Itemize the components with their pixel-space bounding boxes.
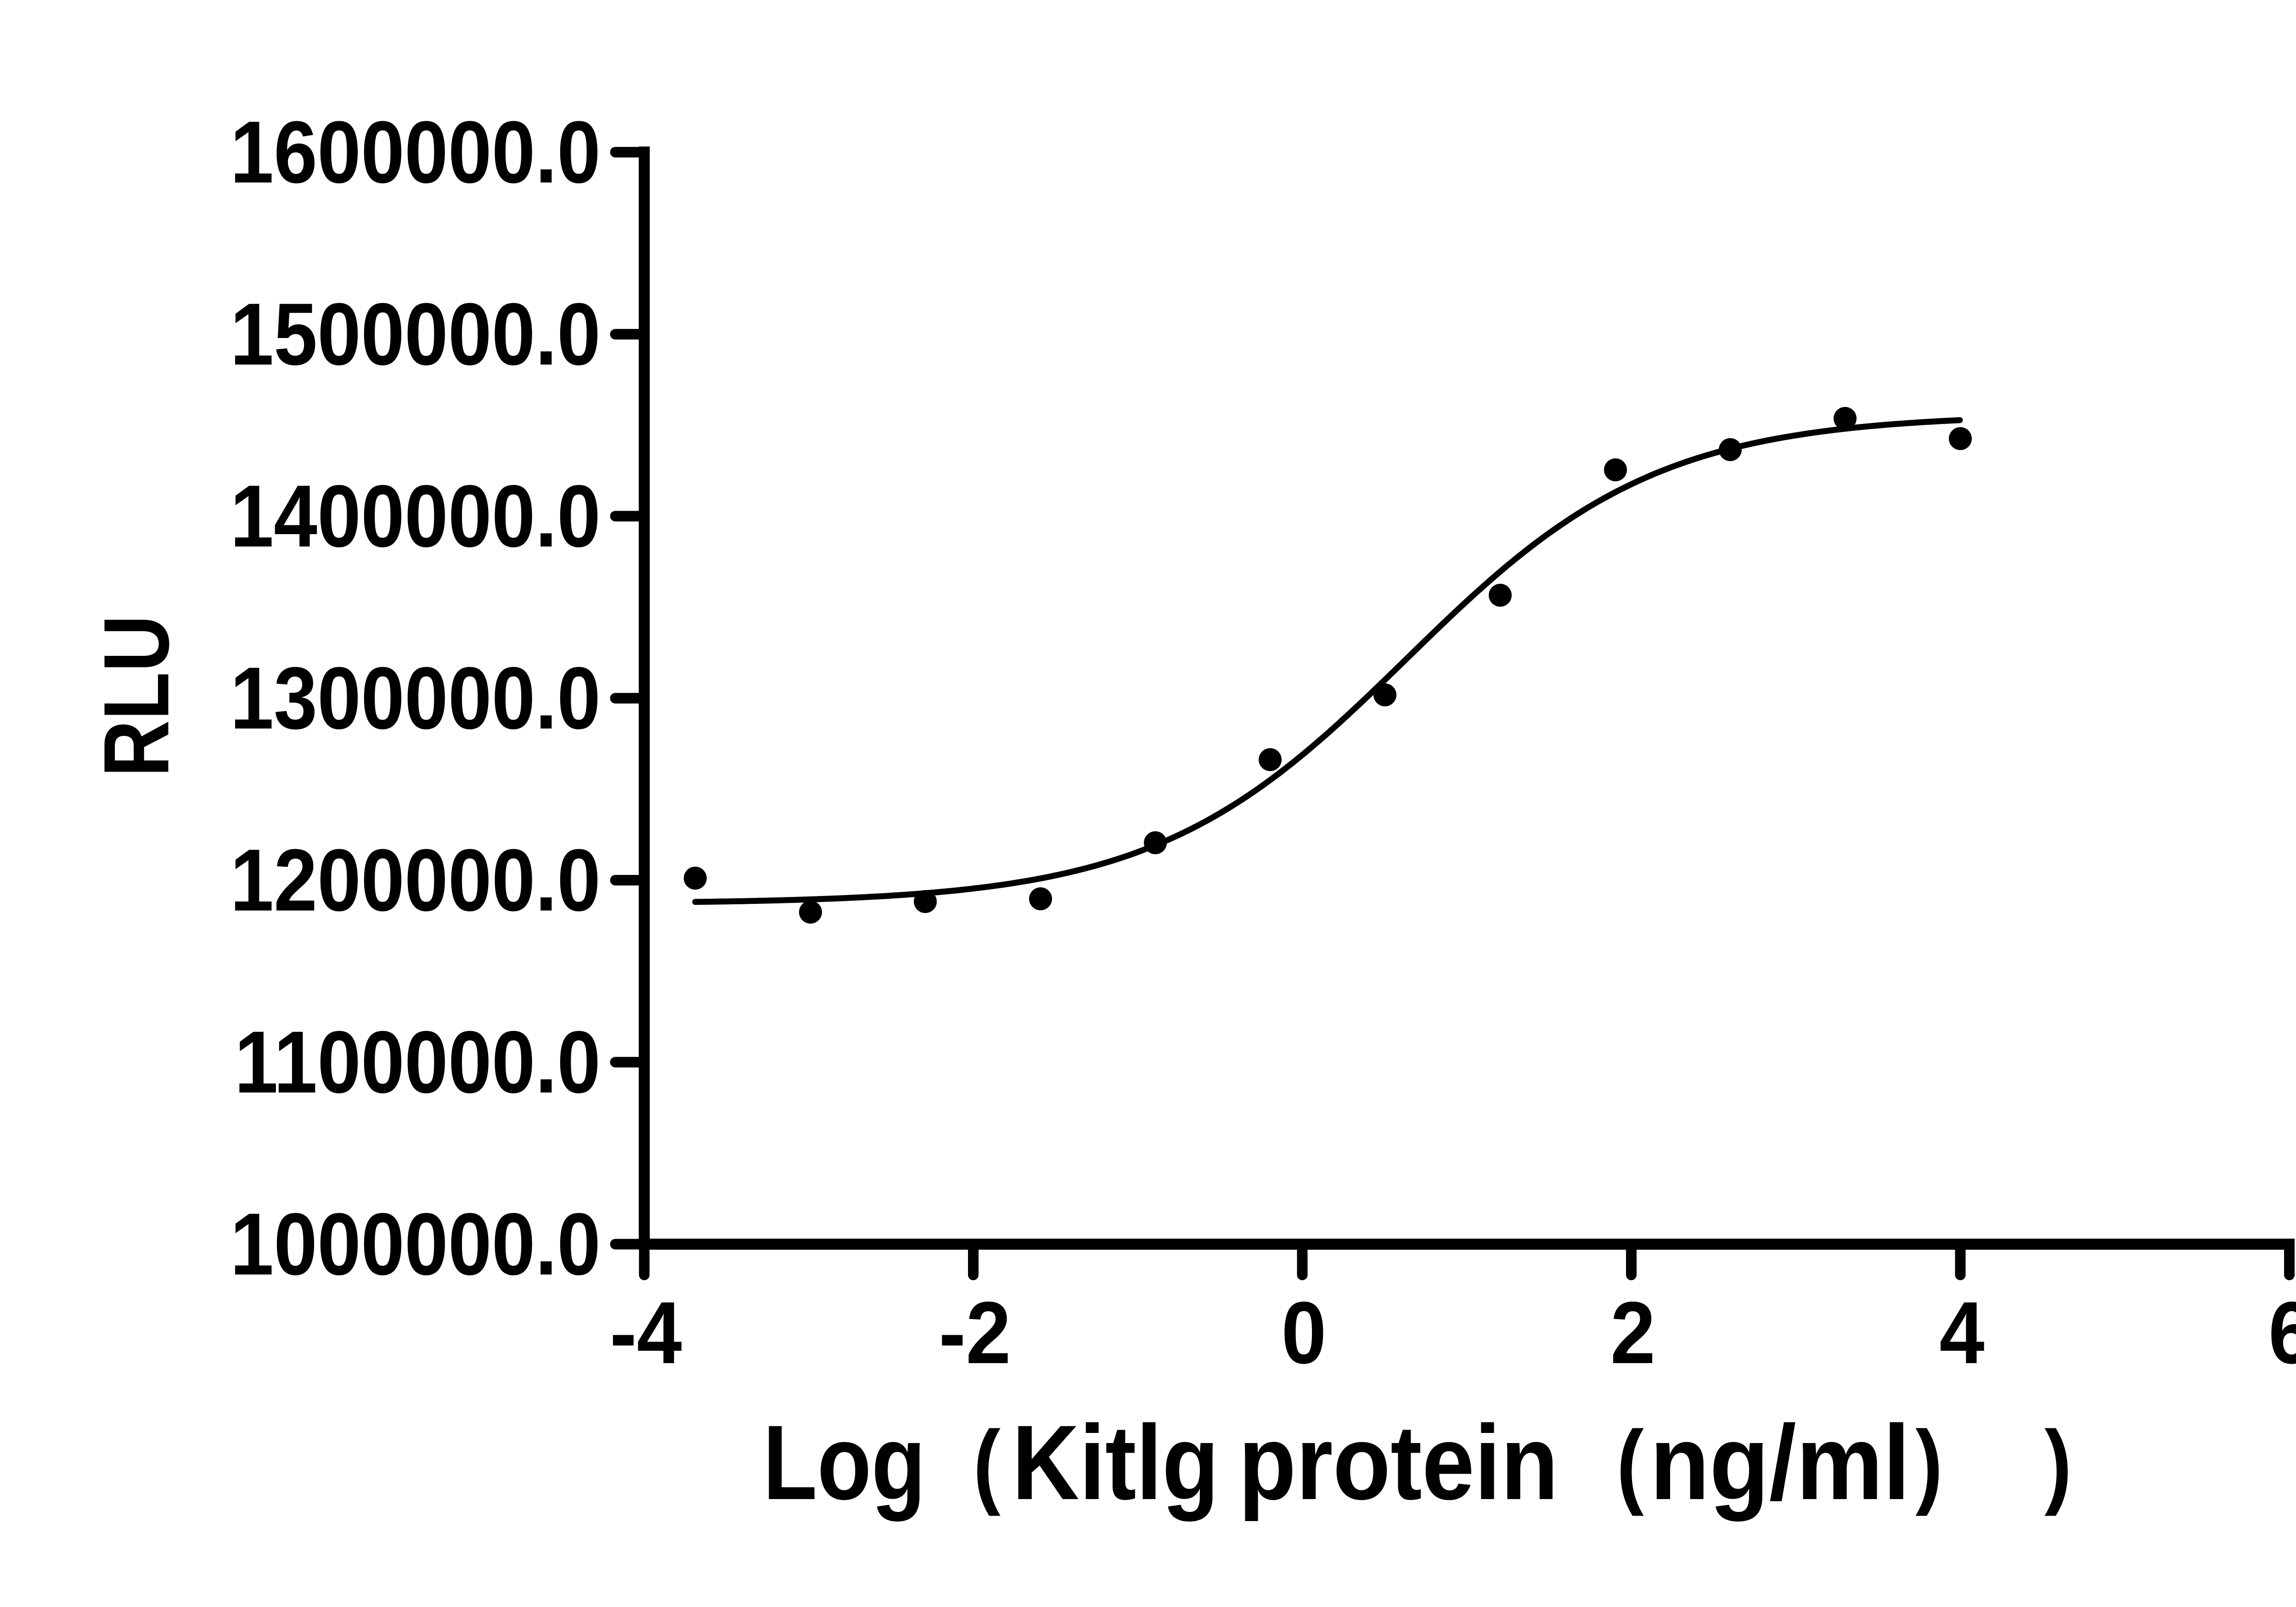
- svg-text:RLU: RLU: [84, 615, 188, 777]
- svg-text:2: 2: [1610, 1284, 1655, 1382]
- svg-text:-4: -4: [610, 1284, 682, 1382]
- svg-text:1000000.0: 1000000.0: [230, 1195, 601, 1294]
- svg-text:-2: -2: [939, 1284, 1011, 1382]
- svg-text:1500000.0: 1500000.0: [230, 285, 601, 383]
- svg-text:(: (: [973, 1411, 1000, 1516]
- svg-text:1600000.0: 1600000.0: [230, 103, 601, 202]
- svg-text:): ): [2044, 1411, 2071, 1516]
- svg-text:Log: Log: [763, 1404, 926, 1522]
- svg-text:protein: protein: [1238, 1404, 1559, 1522]
- svg-text:1200000.0: 1200000.0: [230, 831, 601, 930]
- svg-text:(: (: [1616, 1411, 1643, 1516]
- svg-text:6: 6: [2268, 1284, 2296, 1382]
- svg-text:1100000.0: 1100000.0: [235, 1013, 601, 1111]
- svg-text:0: 0: [1281, 1284, 1326, 1382]
- svg-text:1400000.0: 1400000.0: [230, 468, 601, 566]
- svg-text:ng/ml: ng/ml: [1650, 1404, 1910, 1522]
- svg-text:4: 4: [1939, 1284, 1984, 1382]
- svg-text:Kitlg: Kitlg: [1012, 1404, 1219, 1522]
- svg-text:1300000.0: 1300000.0: [230, 649, 601, 748]
- svg-text:): ): [1915, 1411, 1942, 1516]
